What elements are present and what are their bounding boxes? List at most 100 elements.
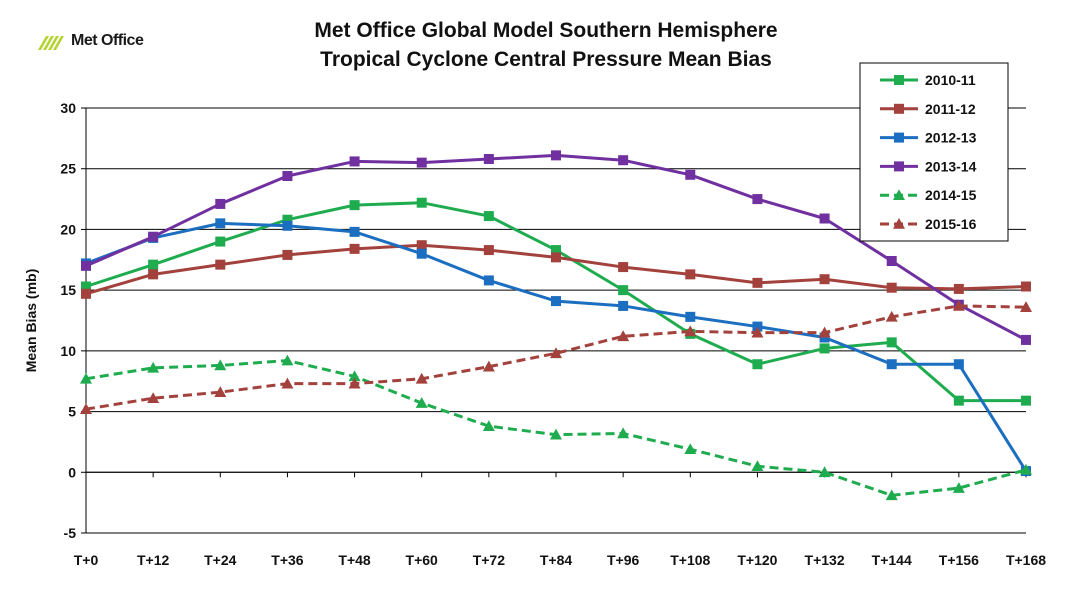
- series-2015-16: [80, 299, 1032, 414]
- data-point-marker: [752, 321, 763, 332]
- y-tick-label: 20: [60, 221, 76, 237]
- data-point-marker: [752, 277, 763, 288]
- data-point-marker: [81, 288, 91, 299]
- data-point-marker: [886, 282, 897, 293]
- chart-title-block: Met Office Global Model Southern Hemisph…: [260, 16, 832, 74]
- data-point-marker: [281, 377, 294, 389]
- series-2011-12: [81, 240, 1031, 299]
- data-point-marker: [282, 171, 293, 181]
- data-point-marker: [894, 161, 904, 172]
- data-point-marker: [80, 372, 92, 384]
- x-tick-label: T+168: [1006, 552, 1046, 568]
- data-point-marker: [81, 260, 91, 271]
- legend-label: 2014-15: [925, 187, 977, 203]
- data-point-marker: [483, 275, 494, 286]
- data-point-marker: [349, 226, 360, 237]
- legend-label: 2010-11: [925, 72, 976, 88]
- x-tick-label: T+156: [939, 552, 979, 568]
- data-point-marker: [953, 283, 964, 294]
- data-point-marker: [1021, 281, 1031, 292]
- x-tick-label: T+12: [137, 552, 170, 568]
- data-point-marker: [819, 343, 830, 354]
- data-point-marker: [483, 211, 494, 222]
- legend-box: [859, 62, 1009, 242]
- x-tick-label: T+0: [74, 552, 99, 568]
- data-point-marker: [281, 354, 294, 366]
- legend-label: 2012-13: [925, 130, 977, 146]
- x-tick-label: T+144: [872, 552, 912, 568]
- data-point-marker: [952, 299, 965, 311]
- data-point-marker: [349, 243, 360, 254]
- x-tick-label: T+108: [670, 552, 710, 568]
- data-point-marker: [81, 281, 91, 292]
- data-point-marker: [894, 75, 904, 85]
- legend-item: 2014-15: [880, 187, 977, 203]
- data-point-marker: [685, 311, 696, 322]
- data-point-marker: [886, 256, 897, 266]
- data-point-marker: [751, 460, 764, 472]
- data-point-marker: [416, 157, 427, 168]
- x-tick-label: T+24: [204, 552, 237, 568]
- data-point-marker: [214, 386, 227, 397]
- x-tick-label: T+132: [805, 552, 845, 568]
- data-point-marker: [1020, 463, 1032, 475]
- y-tick-label: 5: [68, 404, 76, 420]
- data-point-marker: [885, 489, 898, 501]
- data-point-marker: [215, 218, 226, 229]
- data-point-marker: [684, 325, 697, 337]
- legend-item: 2013-14: [880, 158, 977, 174]
- axes: -5 0 5 10 15 20 25 30 T+0 T+12 T+24 T+36 T+48 T+60 T+7…: [60, 100, 1046, 568]
- data-point-marker: [416, 197, 427, 208]
- data-point-marker: [953, 395, 964, 406]
- met-office-logo-icon: [38, 36, 64, 50]
- legend-label: 2011-12: [925, 101, 976, 117]
- data-point-marker: [483, 154, 494, 164]
- data-point-marker: [685, 269, 696, 280]
- data-point-marker: [819, 213, 830, 224]
- y-tick-label: 30: [60, 100, 76, 116]
- data-point-marker: [685, 169, 696, 180]
- legend-item: 2010-11: [880, 72, 976, 88]
- legend: 2010-11 2011-12 2012-13 2013-14 2014-15 2015-…: [859, 62, 1009, 242]
- data-point-marker: [349, 200, 360, 211]
- chart-subtitle: Tropical Cyclone Central Pressure Mean B…: [320, 48, 772, 71]
- data-point-marker: [483, 245, 494, 256]
- data-point-marker: [551, 245, 561, 256]
- data-point-marker: [1021, 334, 1031, 345]
- data-point-marker: [819, 274, 830, 285]
- met-office-logo-text: Met Office: [71, 32, 144, 49]
- data-point-marker: [148, 259, 159, 270]
- data-point-marker: [752, 359, 763, 370]
- data-point-marker: [885, 310, 898, 322]
- legend-label: 2015-16: [925, 216, 977, 232]
- data-point-marker: [415, 397, 428, 408]
- x-tick-label: T+60: [406, 552, 439, 568]
- data-point-marker: [886, 337, 897, 348]
- y-tick-label: 25: [60, 161, 76, 177]
- data-point-marker: [617, 330, 630, 342]
- data-point-marker: [215, 259, 226, 270]
- data-point-marker: [416, 248, 427, 259]
- data-point-marker: [148, 269, 159, 280]
- data-point-marker: [348, 370, 361, 382]
- data-point-marker: [148, 231, 159, 242]
- data-point-marker: [214, 359, 227, 371]
- data-point-marker: [819, 332, 830, 343]
- series-2013-14: [81, 150, 1031, 345]
- data-point-marker: [550, 428, 562, 440]
- data-point-marker: [617, 427, 630, 439]
- data-point-marker: [550, 347, 562, 359]
- legend-item: 2011-12: [880, 101, 976, 117]
- y-tick-label: 10: [60, 343, 76, 359]
- data-point-marker: [893, 218, 905, 229]
- data-point-marker: [752, 194, 763, 205]
- data-point-marker: [1020, 301, 1032, 312]
- data-point-marker: [684, 443, 697, 455]
- met-office-logo: Met Office: [36, 30, 144, 52]
- data-point-marker: [1021, 395, 1031, 406]
- legend-label: 2013-14: [925, 158, 977, 174]
- x-tick-label: T+72: [473, 552, 506, 568]
- y-tick-label: 0: [68, 464, 76, 480]
- x-tick-label: T+84: [540, 552, 573, 568]
